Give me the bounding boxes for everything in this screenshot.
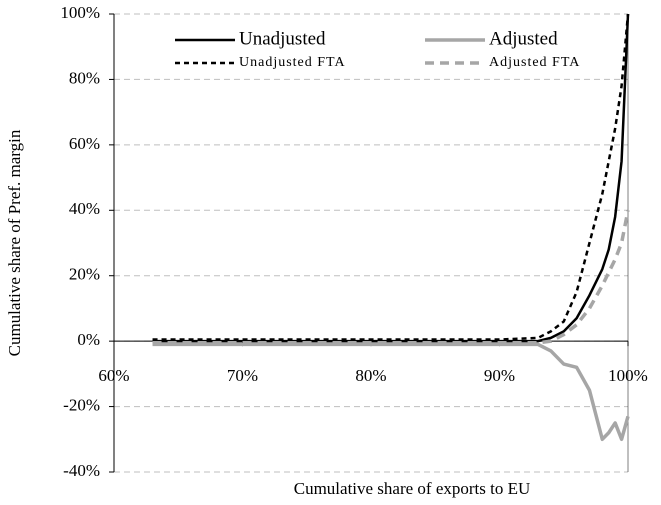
series-line	[152, 13, 630, 341]
x-tick-label: 90%	[484, 366, 515, 385]
y-tick-label: 20%	[69, 265, 100, 284]
legend-label: Unadjusted FTA	[239, 55, 346, 70]
x-tick-label: 70%	[227, 366, 258, 385]
x-tick-label: 80%	[355, 366, 386, 385]
legend-label: Unadjusted	[239, 28, 326, 49]
series-line	[152, 209, 630, 345]
x-axis-title: Cumulative share of exports to EU	[294, 479, 531, 498]
y-tick-label: 40%	[69, 199, 100, 218]
y-axis-title: Cumulative share of Pref. margin	[5, 129, 24, 356]
legend-label: Adjusted	[489, 28, 558, 49]
y-tick-label: -20%	[63, 395, 100, 414]
y-tick-label: 80%	[69, 68, 100, 87]
legend-label: Adjusted FTA	[489, 55, 580, 70]
series-line	[152, 342, 630, 442]
y-tick-label: -40%	[63, 461, 100, 480]
y-tick-label: 60%	[69, 134, 100, 153]
y-tick-label: 0%	[77, 330, 100, 349]
y-tick-label: 100%	[60, 3, 100, 22]
series-line	[152, 13, 630, 343]
